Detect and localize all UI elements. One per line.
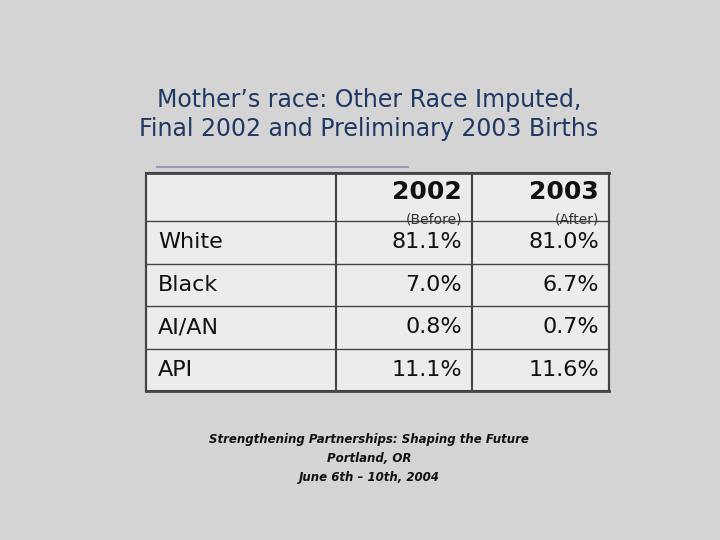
Text: 81.1%: 81.1% [392, 232, 462, 252]
Text: 11.6%: 11.6% [528, 360, 599, 380]
Text: (Before): (Before) [405, 212, 462, 226]
FancyBboxPatch shape [145, 173, 609, 391]
Text: Mother’s race: Other Race Imputed,
Final 2002 and Preliminary 2003 Births: Mother’s race: Other Race Imputed, Final… [140, 87, 598, 141]
Text: 6.7%: 6.7% [542, 275, 599, 295]
Text: 7.0%: 7.0% [405, 275, 462, 295]
Text: (After): (After) [554, 212, 599, 226]
Text: 0.8%: 0.8% [405, 318, 462, 338]
Text: AI/AN: AI/AN [158, 318, 219, 338]
Text: 81.0%: 81.0% [528, 232, 599, 252]
Text: 2002: 2002 [392, 180, 462, 205]
Text: Black: Black [158, 275, 218, 295]
Text: White: White [158, 232, 222, 252]
Text: 0.7%: 0.7% [542, 318, 599, 338]
Text: API: API [158, 360, 193, 380]
Text: 2003: 2003 [529, 180, 599, 205]
Text: 11.1%: 11.1% [392, 360, 462, 380]
Text: Strengthening Partnerships: Shaping the Future
Portland, OR
June 6th – 10th, 200: Strengthening Partnerships: Shaping the … [209, 433, 529, 484]
